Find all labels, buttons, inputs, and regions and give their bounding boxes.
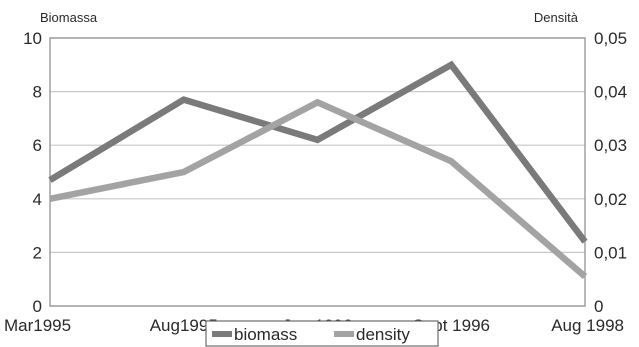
left-tick-label: 8	[33, 83, 42, 102]
right-tick-label: 0	[594, 297, 603, 316]
right-tick-label: 0,04	[594, 83, 627, 102]
left-tick-label: 6	[33, 136, 42, 155]
legend-swatch-biomass	[212, 331, 232, 337]
right-tick-label: 0,01	[594, 243, 627, 262]
series-lines	[48, 60, 588, 279]
x-tick-label: Aug 1998	[551, 316, 624, 335]
legend: biomass density	[205, 320, 439, 347]
right-tick-label: 0,02	[594, 190, 627, 209]
left-tick-label: 10	[23, 29, 42, 48]
plot-frame	[49, 37, 586, 307]
left-tick-label: 2	[33, 243, 42, 262]
grid-lines	[50, 37, 585, 307]
axes: 0 0 2 0,01 4 0,02 6 0,03 8 0,04 10 0,05 Mar1995 Aug19…	[4, 29, 627, 335]
left-tick-label: 4	[33, 190, 42, 209]
right-tick-label: 0,03	[594, 136, 627, 155]
legend-box	[205, 320, 439, 347]
right-axis-title: Densità	[534, 10, 579, 25]
legend-label-density: density	[356, 325, 410, 344]
left-tick-label: 0	[33, 297, 42, 316]
right-tick-label: 0,05	[594, 29, 627, 48]
x-tick-label: Mar1995	[4, 316, 71, 335]
left-axis-title: Biomassa	[40, 10, 98, 25]
legend-swatch-density	[334, 331, 354, 337]
x-tick-label: Aug1995	[150, 316, 218, 335]
legend-label-biomass: biomass	[234, 325, 297, 344]
